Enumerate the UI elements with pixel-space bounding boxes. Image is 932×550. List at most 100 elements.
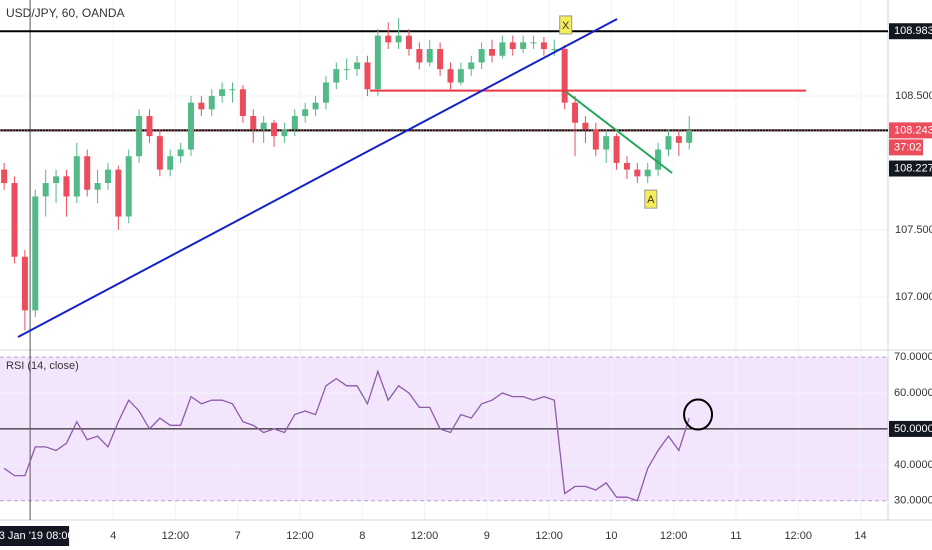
candle-body [312, 102, 319, 110]
price-marker-label: 108.243 [894, 124, 932, 136]
candle-body [208, 95, 215, 110]
price-marker-box [889, 160, 932, 177]
y-tick-label: 108.500 [895, 90, 932, 102]
price-marker-label: 108.983 [894, 25, 932, 37]
x-tick-label: 12:00 [784, 530, 812, 542]
rsi-line [3, 369, 690, 502]
x-tick-label: 12:00 [286, 530, 314, 542]
candle-body [623, 162, 630, 170]
price-marker-label: 108.227 [894, 162, 932, 174]
x-tick-label: 12:00 [660, 530, 688, 542]
candle-body [187, 102, 194, 150]
candle-body [343, 69, 350, 71]
candle-body [136, 116, 143, 157]
candle-body [489, 49, 496, 56]
candle-body [468, 62, 475, 70]
x-tick-label: 12:00 [162, 530, 190, 542]
candle-body [115, 169, 122, 217]
candle-body [260, 122, 267, 130]
candle-body [322, 82, 329, 103]
crosshair-time-box [0, 526, 70, 546]
candle-body [53, 176, 60, 184]
candle-body [1, 169, 8, 184]
x-tick-label: 12:00 [535, 530, 563, 542]
rsi-tick-label: 30.0000 [894, 495, 932, 507]
label-text: X [562, 20, 570, 32]
label-text: A [647, 194, 655, 206]
price-marker-box [889, 23, 932, 40]
candle-body [603, 136, 610, 150]
candle-body [156, 136, 163, 170]
candle-body [333, 69, 340, 83]
candle-body [84, 156, 91, 190]
candle-body [530, 42, 537, 44]
x-tick-label: 9 [484, 530, 490, 542]
candle-body [416, 49, 423, 63]
candle-body [644, 169, 651, 177]
rsi-circle [683, 398, 714, 431]
x-tick-label: 8 [359, 530, 365, 542]
candle-body [426, 49, 433, 63]
candle-body [364, 62, 371, 90]
y-tick-label: 107.000 [895, 291, 932, 303]
rsi-title: RSI (14, close) [6, 360, 79, 372]
price-marker-box [889, 122, 932, 139]
candle-body [395, 35, 402, 43]
x-tick-label: 7 [235, 530, 241, 542]
candle-body [11, 183, 18, 257]
rsi-tick-label: 70.0000 [894, 351, 932, 363]
candle-body [32, 196, 39, 311]
candle-body [198, 102, 205, 110]
candle-body [509, 42, 516, 50]
y-tick-label: 107.500 [895, 224, 932, 236]
candle-body [551, 49, 558, 51]
candle-body [437, 49, 444, 70]
x-tick-label: 14 [854, 530, 866, 542]
candle-body [655, 149, 662, 170]
candle-body [73, 156, 80, 197]
chart-title: USD/JPY, 60, OANDA [6, 6, 125, 20]
candle-body [665, 136, 672, 150]
candle-body [125, 156, 132, 217]
candle-body [291, 116, 298, 130]
candle-body [229, 89, 236, 91]
candle-body [42, 183, 49, 197]
x-tick-label: 10 [605, 530, 617, 542]
crosshair-time-label: 03 Jan '19 08:00 [0, 530, 74, 542]
candle-body [302, 109, 309, 117]
trend-line [17, 18, 618, 338]
candle-body [239, 89, 246, 117]
candle-body [478, 49, 485, 63]
rsi-label-box [889, 420, 932, 437]
x-tick-label: 11 [730, 530, 741, 542]
candle-body [104, 169, 111, 184]
x-tick-label: 4 [110, 530, 116, 542]
candle-body [686, 130, 693, 143]
candle-body [634, 169, 641, 177]
candle-body [540, 42, 547, 50]
countdown-box [889, 139, 923, 156]
x-tick-label: 12:00 [411, 530, 439, 542]
candle-body [499, 42, 506, 56]
candle-body [675, 136, 682, 143]
candle-body [405, 35, 412, 50]
candle-body [520, 42, 527, 50]
candle-body [63, 176, 70, 197]
candle-body [21, 256, 28, 311]
trend-line [565, 91, 673, 174]
candle-body [447, 69, 454, 83]
candle-body [177, 149, 184, 157]
candle-body [592, 129, 599, 150]
candle-body [613, 136, 620, 163]
candle-body [281, 129, 288, 137]
label-box [644, 189, 658, 209]
candle-body [572, 102, 579, 123]
candle-body [250, 116, 257, 130]
rsi-tick-label: 60.0000 [894, 387, 932, 399]
candle-body [354, 62, 361, 70]
candle-body [167, 156, 174, 170]
candle-body [457, 69, 464, 83]
rsi-tick-label: 50.0000 [894, 423, 932, 435]
countdown: 37:02 [894, 141, 922, 153]
